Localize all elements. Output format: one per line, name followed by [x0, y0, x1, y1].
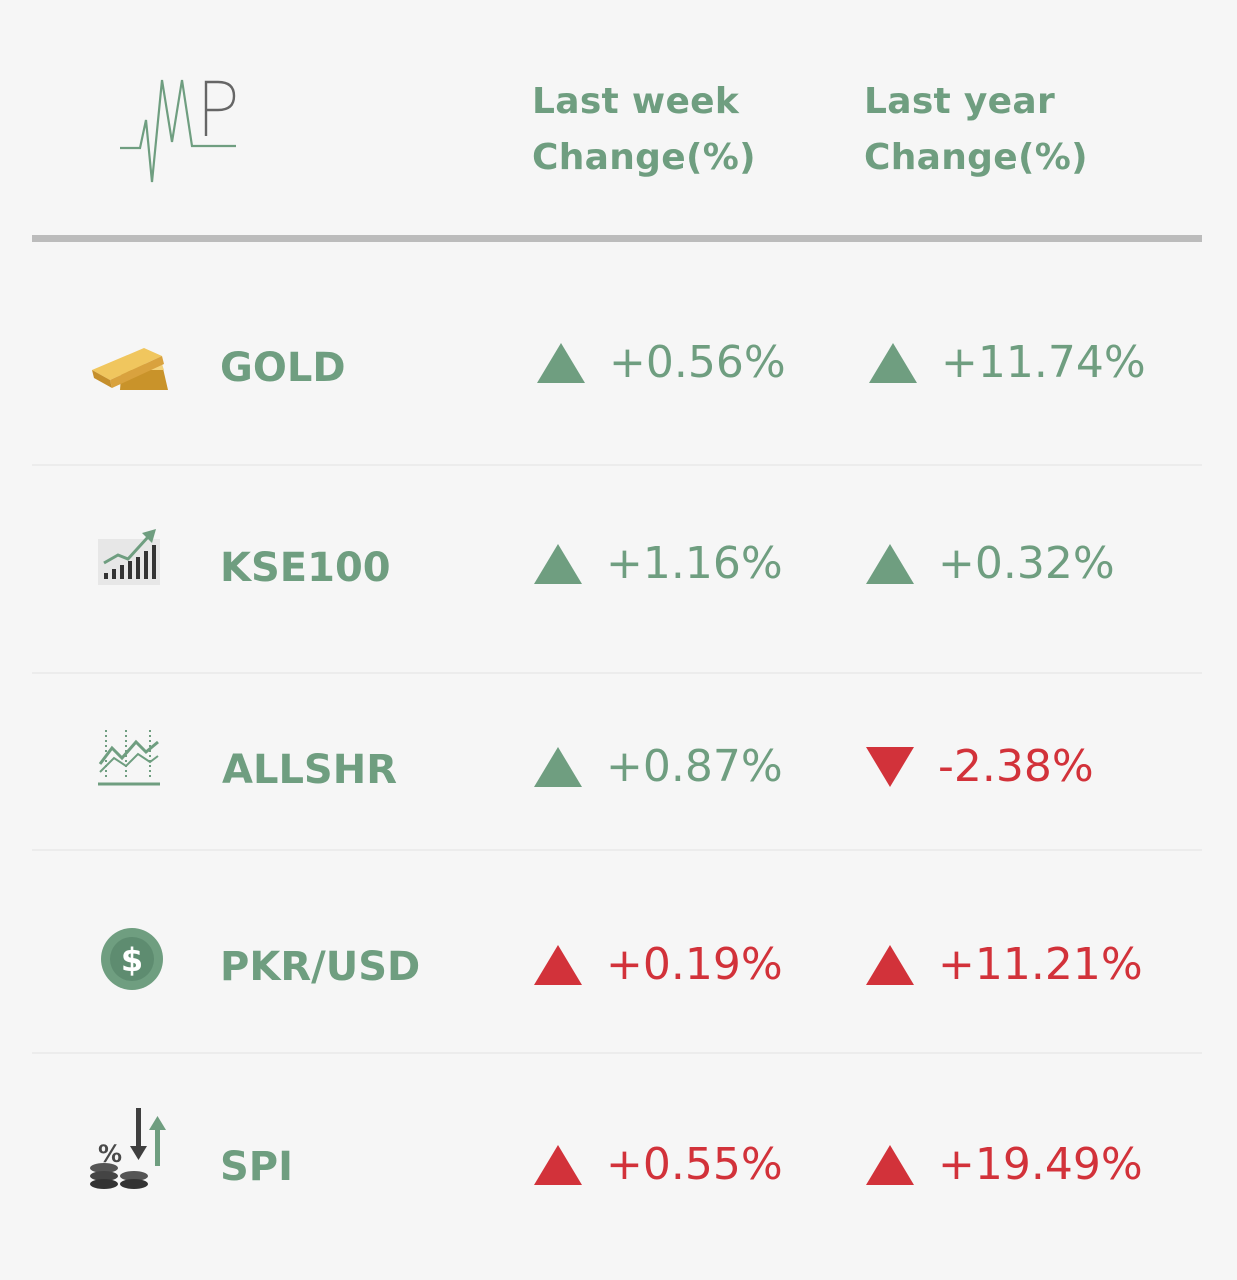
- header-last-week-line1: Last week: [532, 81, 740, 122]
- year-change: +11.74%: [869, 338, 1146, 388]
- svg-text:$: $: [121, 941, 143, 979]
- year-change-value: +19.49%: [938, 1139, 1143, 1190]
- gold-bars-icon: [92, 342, 168, 400]
- year-change: -2.38%: [866, 742, 1094, 792]
- percent-coins-icon: %: [88, 1106, 168, 1194]
- week-change-value: +0.19%: [606, 939, 783, 990]
- year-change-value: +11.74%: [941, 337, 1146, 388]
- arrow-up-icon: [534, 747, 582, 787]
- arrow-up-icon: [537, 343, 585, 383]
- row-divider: [32, 849, 1202, 851]
- dollar-coin-icon: $: [100, 927, 164, 995]
- arrow-up-icon: [534, 1145, 582, 1185]
- week-change-value: +0.55%: [606, 1139, 783, 1190]
- year-change-value: +11.21%: [938, 939, 1143, 990]
- row-divider: [32, 1052, 1202, 1054]
- header-last-year-line2: Change(%): [864, 137, 1088, 178]
- week-change: +1.16%: [534, 539, 783, 589]
- rising-bar-chart-icon: [98, 527, 162, 589]
- week-change: +0.56%: [537, 338, 786, 388]
- year-change-value: -2.38%: [938, 741, 1094, 792]
- year-change-value: +0.32%: [938, 538, 1115, 589]
- asset-name: KSE100: [220, 545, 391, 591]
- year-change: +19.49%: [866, 1140, 1143, 1190]
- asset-name: PKR/USD: [220, 944, 421, 990]
- arrow-up-icon: [534, 945, 582, 985]
- header-last-year: Last year Change(%): [864, 74, 1088, 186]
- week-change: +0.55%: [534, 1140, 783, 1190]
- year-change: +0.32%: [866, 539, 1115, 589]
- week-change-value: +0.56%: [609, 337, 786, 388]
- row-divider: [32, 672, 1202, 674]
- asset-name: GOLD: [220, 345, 346, 391]
- header-last-year-line1: Last year: [864, 81, 1056, 122]
- header-last-week: Last week Change(%): [532, 74, 756, 186]
- arrow-up-icon: [866, 544, 914, 584]
- asset-name: ALLSHR: [222, 747, 398, 793]
- arrow-up-icon: [866, 945, 914, 985]
- year-change: +11.21%: [866, 940, 1143, 990]
- line-chart-icon: [98, 728, 162, 792]
- week-change-value: +0.87%: [606, 741, 783, 792]
- header-last-week-line2: Change(%): [532, 137, 756, 178]
- week-change: +0.19%: [534, 940, 783, 990]
- arrow-up-icon: [866, 1145, 914, 1185]
- arrow-down-icon: [866, 747, 914, 787]
- amp-logo-icon: [118, 76, 240, 186]
- header-divider: [32, 235, 1202, 242]
- arrow-up-icon: [534, 544, 582, 584]
- week-change: +0.87%: [534, 742, 783, 792]
- row-divider: [32, 464, 1202, 466]
- asset-name: SPI: [220, 1144, 294, 1190]
- week-change-value: +1.16%: [606, 538, 783, 589]
- arrow-up-icon: [869, 343, 917, 383]
